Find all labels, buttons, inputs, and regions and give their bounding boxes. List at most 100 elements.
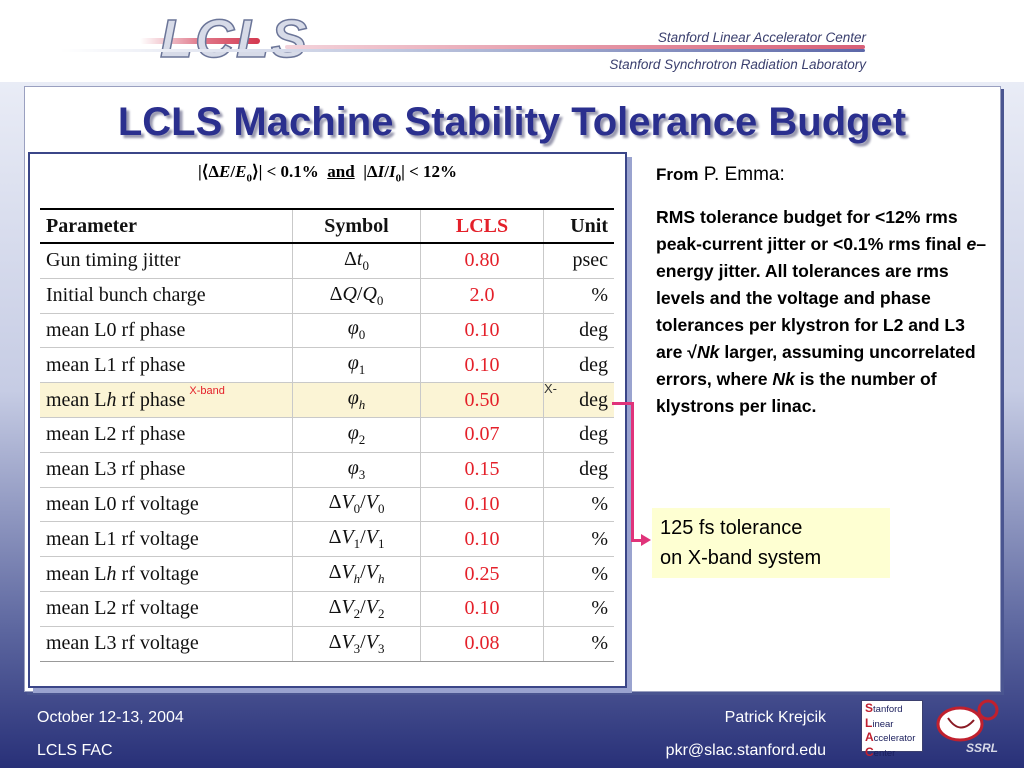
slac-logo-initial: C [865,744,874,759]
notes-p1: RMS tolerance budget for <12% rms peak-c… [656,207,967,254]
formula-sub0b: 0 [395,172,402,185]
table-row: mean L3 rf phase φ3 0.15 deg [40,452,614,488]
sym-sub: 3 [353,640,361,656]
sym-delta: Δ [328,491,342,514]
connector-line [612,402,634,405]
param-pre: mean L [46,562,107,585]
connector-line [631,539,643,542]
cell-symbol: φ3 [292,452,421,488]
cell-unit: % [543,278,614,314]
tolerance-table-box: |⟨ΔE/E0⟩| < 0.1% and |ΔI/I0| < 12% Param… [28,152,627,688]
cell-symbol: ΔV1/V1 [292,521,421,558]
cell-parameter: mean L2 rf phase [40,417,293,453]
slac-logo-initial: A [865,730,874,744]
sym-delta: Δ [328,630,342,653]
header-parameter: Parameter [40,208,293,244]
sym-sub: 3 [358,466,366,482]
sym-sub: 3 [377,640,385,656]
formula-part2: ⟩| < 0.1% [251,162,319,181]
notes-p2: – energy jitter. All tolerances are rms … [656,234,987,362]
cell-unit: deg [543,313,614,349]
cell-parameter: mean L3 rf phase [40,452,293,488]
cell-lcls-value: 0.10 [420,347,544,384]
cell-unit: % [543,521,614,558]
sym-delta: Δ [328,561,342,584]
cell-symbol: φ1 [292,347,421,384]
table-row: mean L1 rf phase φ1 0.10 deg [40,347,614,384]
param-post: rf voltage [116,562,199,585]
sym-delta: Δ [329,282,343,305]
sym-sub: h [359,397,366,412]
cell-unit: % [543,626,614,662]
cell-lcls-value: 0.25 [420,556,544,592]
cell-symbol: ΔVh/Vh [292,556,421,592]
formula-part1: |⟨Δ [197,162,220,181]
sym-phi: φ [347,352,359,375]
formula-part3: |Δ [363,162,378,181]
slac-logo-initial: L [865,715,873,730]
sym-t: t [356,247,363,270]
table-row: mean Lh rf voltage ΔVh/Vh 0.25 % [40,556,614,592]
slide-header: LCLS Stanford Linear Accelerator Center … [0,0,1024,82]
sym-delta: Δ [328,595,342,618]
cell-lcls-value: 0.10 [420,591,544,627]
cell-symbol: φ0 [292,313,421,349]
ssrl-ring [936,706,984,742]
table-row: mean L2 rf voltage ΔV2/V2 0.10 % [40,591,614,627]
from-name: P. Emma: [703,164,785,185]
param-pre: mean L [46,388,107,411]
sym-sub: 1 [358,362,366,378]
x-band-tag-fragment: X- [544,381,557,396]
callout-line1: 125 fs tolerance [660,517,803,539]
sym-phi: φ [347,317,359,340]
org-name-slac: Stanford Linear Accelerator Center [657,30,866,45]
cell-lcls-value: 0.15 [420,452,544,488]
header-rule-blue [60,49,865,52]
sym-v: V [365,491,378,514]
cell-lcls-value: 0.08 [420,626,544,662]
footer-email: pkr@slac.stanford.edu [665,742,826,759]
formula-slash2: / [384,162,389,181]
sym-v: V [341,526,354,549]
slac-logo-initial: S [865,701,874,715]
callout-line2: on X-band system [660,547,822,569]
cell-unit: deg [543,417,614,453]
notes-p3: larger, assuming uncorrelated errors, wh… [656,342,976,389]
sym-sub-h: h [358,397,366,413]
slac-logo-word: enter [873,747,896,759]
sym-v: V [341,630,354,653]
cell-symbol: ΔQ/Q0 [292,278,421,314]
tolerance-criteria-formula: |⟨ΔE/E0⟩| < 0.1% and |ΔI/I0| < 12% [30,162,625,184]
cell-parameter: mean L1 rf voltage [40,521,293,558]
table-row: mean L0 rf voltage ΔV0/V0 0.10 % [40,487,614,523]
table-row: Initial bunch charge ΔQ/Q0 2.0 % [40,278,614,314]
cell-parameter: mean L2 rf voltage [40,591,293,627]
sym-slash: / [360,561,366,584]
cell-lcls-value: 0.10 [420,313,544,349]
cell-unit: % [543,556,614,592]
header-unit: Unit [543,208,614,244]
sym-phi: φ [347,387,359,410]
cell-lcls-value: 0.80 [420,243,544,279]
slac-logo-word: inear [872,718,894,730]
cell-unit: deg [543,347,614,384]
cell-symbol: φh [292,382,421,418]
sym-v: V [365,630,378,653]
header-rule-pink [285,45,865,49]
slac-logo-word: tanford [873,704,903,715]
sym-sub: 0 [358,327,366,343]
param-post: rf phase [116,388,186,411]
footer-meeting: LCLS FAC [37,742,113,759]
formula-e0: E [235,162,247,181]
tolerance-notes: RMS tolerance budget for <12% rms peak-c… [656,204,991,420]
sym-sub-h: h [377,571,385,587]
sym-slash: / [360,595,366,618]
slide-title: LCLS Machine Stability Tolerance Budget [117,100,907,144]
cell-unit: % [543,591,614,627]
sym-v: V [341,491,354,514]
cell-lcls-value: 0.10 [420,487,544,523]
formula-e: E [219,162,231,181]
sym-sub: 0 [353,501,361,517]
cell-symbol: ΔV2/V2 [292,591,421,627]
cell-parameter: mean Lh rf voltage [40,556,293,592]
